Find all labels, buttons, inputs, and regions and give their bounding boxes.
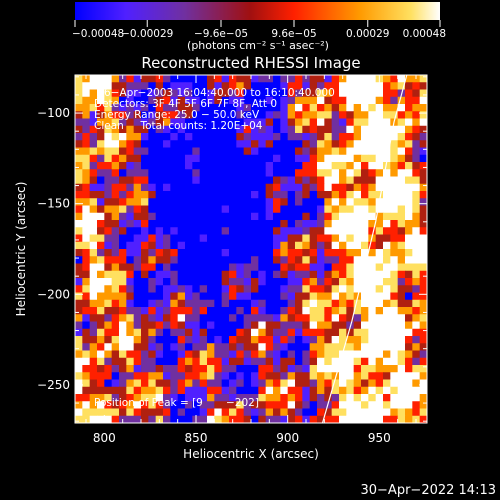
annotation-energy-range: Energy Range: 25.0 − 50.0 keV [94, 109, 260, 121]
annotation-peak-position: Position of Peak = [9 [94, 397, 203, 409]
solar-limb-line [321, 75, 408, 423]
colorbar-unit-label: (photons cm⁻² s⁻¹ asec⁻²) [187, 39, 329, 52]
colorbar-tick-label-1: −0.00029 [121, 28, 173, 40]
colorbar-tick-label-4: 0.00029 [346, 28, 389, 40]
colorbar-tick-label-0: −0.00048 [72, 28, 124, 40]
annotation-clean-counts: Clean Total counts: 1.20E+04 [94, 120, 263, 132]
y-tick-label-3: −250 [37, 378, 70, 392]
chart-title: Reconstructed RHESSI Image [141, 54, 360, 72]
x-tick-label-3: 950 [368, 431, 391, 445]
colorbar-tick-labels: −0.00048−0.00029 −9.6e−05 9.6e−05 0.00029 0.… [72, 28, 446, 40]
y-tick-label-2: −200 [37, 287, 70, 301]
x-tick-label-2: 900 [276, 431, 299, 445]
x-tick-labels: 800 850 900 950 [93, 431, 391, 445]
axis-ticks [75, 75, 427, 423]
annotation-detectors: Detectors: 3F 4F 5F 6F 7F 8F, Att 0 [94, 98, 277, 110]
annotation-peak-position-end: −202] [226, 397, 259, 409]
colorbar [75, 2, 440, 20]
heatmap-image [75, 75, 427, 423]
colorbar-ticks [74, 20, 441, 27]
colorbar-tick-label-3: 9.6e−05 [271, 28, 316, 40]
y-tick-label-1: −150 [37, 197, 70, 211]
colorbar-tick-label-5: 0.00048 [403, 28, 446, 40]
x-tick-label-0: 800 [93, 431, 116, 445]
timestamp: 30−Apr−2022 14:13 [361, 483, 497, 498]
y-tick-label-0: −100 [37, 106, 70, 120]
y-tick-labels: −100 −150 −200 −250 [37, 106, 70, 392]
annotation-time-range: 6−Apr−2003 16:04:40.000 to 16:10:40.000 [104, 87, 335, 99]
x-axis-label: Heliocentric X (arcsec) [183, 447, 319, 461]
y-axis-label: Heliocentric Y (arcsec) [14, 182, 28, 317]
x-tick-label-1: 850 [185, 431, 208, 445]
colorbar-tick-label-2: −9.6e−05 [194, 28, 248, 40]
